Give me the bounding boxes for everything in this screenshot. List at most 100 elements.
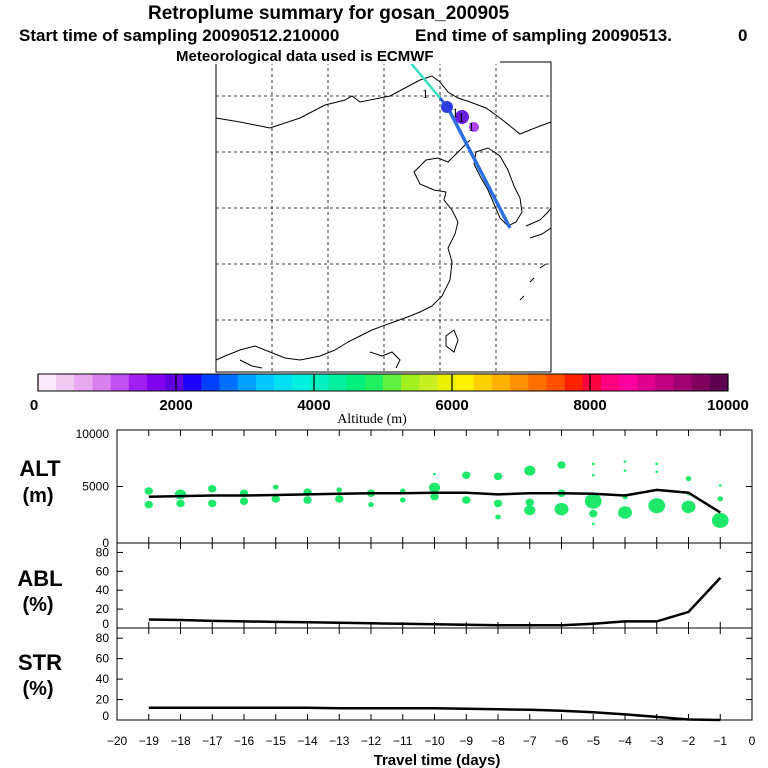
x-tick-label: −4 xyxy=(618,734,632,748)
colorbar-cell xyxy=(364,374,384,391)
x-tick-label: 0 xyxy=(749,734,756,748)
colorbar-cell xyxy=(346,374,366,391)
colorbar-cell xyxy=(582,374,602,391)
plume-point xyxy=(525,498,534,507)
plume-point xyxy=(428,482,441,493)
panel-alt: 0 5000 10000 ALT (m) xyxy=(19,427,753,550)
track-label: 1 xyxy=(458,110,465,125)
plume-point xyxy=(462,496,471,504)
colorbar-tick-label: 6000 xyxy=(435,397,468,414)
series-line xyxy=(148,706,721,722)
map-panel: 1 1 1 1 Meteorological data used is ECMW… xyxy=(170,48,552,373)
y-tick-label: 20 xyxy=(96,693,110,707)
plume-point xyxy=(493,499,503,508)
map-graticule xyxy=(216,62,551,372)
colorbar-cell xyxy=(237,374,257,391)
y-tick-label: 40 xyxy=(96,583,110,597)
plume-point xyxy=(655,462,659,466)
plume-point xyxy=(495,514,501,520)
panel-label: STR xyxy=(18,650,62,675)
panel-frame xyxy=(116,627,753,721)
x-tick-label: −10 xyxy=(424,734,445,748)
colorbar-cell xyxy=(328,374,348,391)
plume-point xyxy=(368,502,374,508)
colorbar-tick-label: 10000 xyxy=(707,397,749,414)
plume-point xyxy=(591,522,595,526)
x-tick-label: −1 xyxy=(713,734,727,748)
plume-point xyxy=(336,487,343,493)
plume-point xyxy=(584,493,602,509)
series-line xyxy=(148,488,721,514)
time-series-panels: 0500010000ALT(m)020406080ABL(%)020406080… xyxy=(17,427,753,723)
colorbar-cell xyxy=(38,374,57,391)
track-marker-blue xyxy=(441,101,453,113)
trajectory-track: 1 1 1 1 xyxy=(409,61,512,229)
x-tick-label: −14 xyxy=(297,734,318,748)
plume-point xyxy=(144,487,153,495)
track-label: 1 xyxy=(468,119,475,134)
x-tick-label: −6 xyxy=(555,734,569,748)
met-data-label: Meteorological data used is ECMWF xyxy=(176,48,434,65)
colorbar-tick-label: 8000 xyxy=(573,397,606,414)
x-tick-label: −8 xyxy=(491,734,505,748)
plume-point xyxy=(718,484,722,487)
track-label: 1 xyxy=(422,86,429,101)
plume-point xyxy=(554,502,569,516)
colorbar-cell xyxy=(183,374,202,391)
colorbar-cell xyxy=(491,374,511,391)
plume-point xyxy=(174,489,187,500)
colorbar-cell xyxy=(56,374,75,391)
y-tick-label: 60 xyxy=(96,564,110,578)
chart-title: Retroplume summary for gosan_200905 xyxy=(148,3,510,24)
plume-point xyxy=(524,465,536,476)
colorbar-cell xyxy=(655,374,675,391)
plume-point xyxy=(303,496,312,504)
panel-unit-label: (m) xyxy=(22,485,53,507)
end-time-value: 0 xyxy=(738,26,748,45)
colorbar-cell xyxy=(292,374,311,391)
plume-point xyxy=(618,506,632,519)
colorbar-cell xyxy=(128,374,148,391)
colorbar-tick-label: 0 xyxy=(30,397,38,414)
y-tick-label: 0 xyxy=(102,709,109,723)
colorbar-cell xyxy=(437,374,457,391)
y-tick-label: 0 xyxy=(102,536,109,550)
y-tick-label: 5000 xyxy=(82,480,109,494)
series-line xyxy=(148,577,722,627)
plume-point xyxy=(717,496,724,502)
colorbar-cell xyxy=(564,374,584,391)
colorbar-tick-label: 4000 xyxy=(297,397,330,414)
colorbar-ticks: 0 2000 4000 6000 8000 10000 xyxy=(30,374,749,414)
x-tick-label: −16 xyxy=(234,734,255,748)
track-segment-cyan xyxy=(409,61,441,99)
plume-point xyxy=(524,505,536,516)
x-axis-ticks: −20 −19 −18 −17 −16 −15 −14 −13 −12 −11 −10 −9 −8 −7−… xyxy=(107,734,756,748)
plume-point xyxy=(272,484,279,490)
y-tick-label: 80 xyxy=(96,545,110,559)
colorbar-cell xyxy=(274,374,293,391)
colorbar-cell xyxy=(691,374,711,391)
panel-label: ABL xyxy=(17,566,62,591)
x-axis-label: Travel time (days) xyxy=(374,752,501,768)
plume-point xyxy=(681,500,696,514)
colorbar-cell xyxy=(165,374,184,391)
plume-point xyxy=(462,471,471,479)
colorbar-cell xyxy=(709,374,729,391)
colorbar-cells xyxy=(38,374,729,391)
plume-point xyxy=(589,509,598,518)
panel-label: ALT xyxy=(19,456,61,481)
plume-point xyxy=(685,476,692,482)
plume-point xyxy=(557,461,566,469)
track-label: 1 xyxy=(452,105,459,120)
plume-point xyxy=(591,462,595,466)
colorbar-cell xyxy=(255,374,275,391)
x-tick-label: −2 xyxy=(682,734,696,748)
panel-abl: 020 40 60 80 ABL (%) xyxy=(17,542,753,631)
plume-point xyxy=(430,492,439,501)
x-tick-label: −7 xyxy=(523,734,537,748)
colorbar-cell xyxy=(455,374,475,391)
x-tick-label: −9 xyxy=(459,734,473,748)
panel-frame xyxy=(116,542,753,629)
plume-point xyxy=(711,512,729,528)
